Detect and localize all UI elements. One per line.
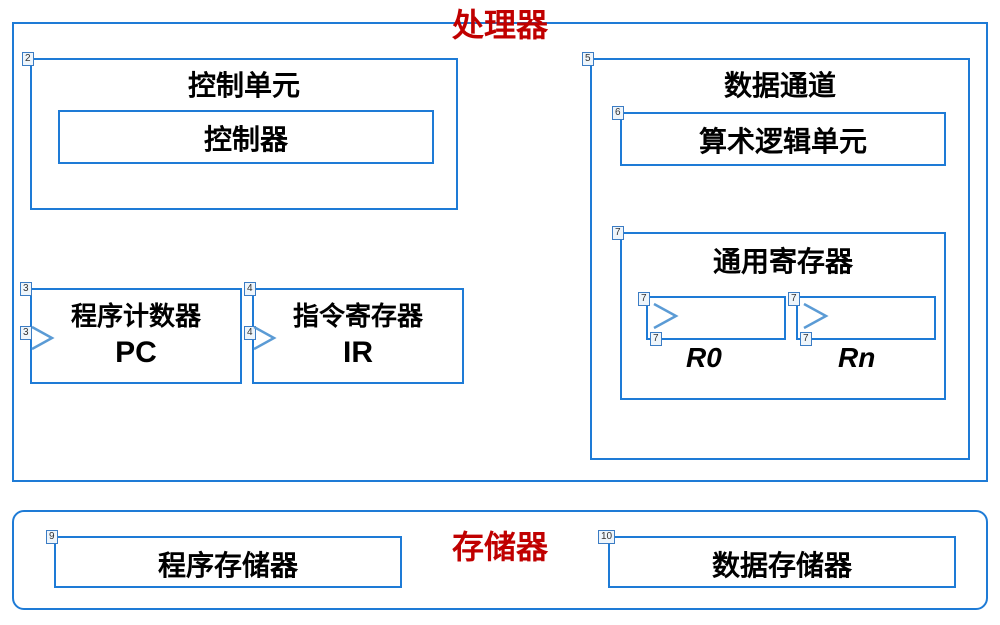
pc-arrow-icon [30,325,60,351]
alu-tag: 6 [612,106,624,120]
pc-sub: PC [30,336,242,370]
control-unit-title: 控制单元 [30,64,458,104]
rn-tag-top: 7 [788,292,800,306]
data-mem-title: 数据存储器 [608,544,956,584]
r0-tag-bot: 7 [650,332,662,346]
rn-label: Rn [838,342,875,374]
processor-title: 处理器 [0,0,1000,46]
pc-title: 程序计数器 [30,296,242,333]
rn-tag-bot: 7 [800,332,812,346]
pc-tag-top: 3 [20,282,32,296]
ir-sub: IR [252,336,464,370]
rn-arrow-icon [802,302,834,330]
r0-label: R0 [686,342,722,374]
data-path-title: 数据通道 [590,64,970,104]
data-mem-tag: 10 [598,530,615,544]
alu-title: 算术逻辑单元 [620,120,946,160]
registers-tag: 7 [612,226,624,240]
ir-title: 指令寄存器 [252,296,464,333]
r0-arrow-icon [652,302,684,330]
r0-tag-top: 7 [638,292,650,306]
controller-title: 控制器 [58,118,434,158]
ir-tag-top: 4 [244,282,256,296]
program-mem-tag: 9 [46,530,58,544]
registers-title: 通用寄存器 [620,240,946,280]
ir-arrow-icon [252,325,282,351]
program-mem-title: 程序存储器 [54,544,402,584]
